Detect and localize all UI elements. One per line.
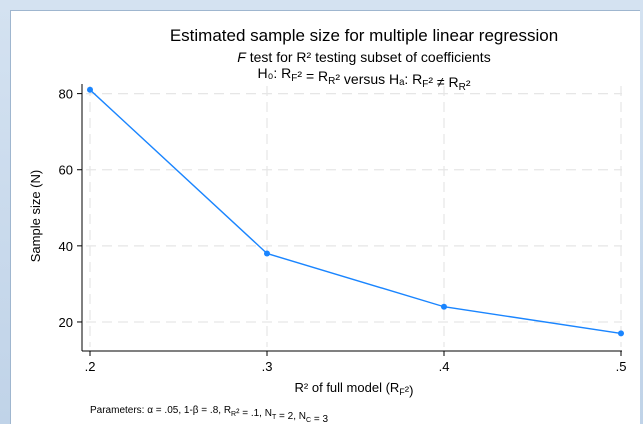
series-line	[89, 89, 622, 335]
chart-title: Estimated sample size for multiple linea…	[170, 26, 558, 45]
x-tick-label: .4	[439, 359, 450, 374]
plot-area: 20 40 60 80 .2 .3 .4 .5	[59, 84, 627, 374]
y-tick-label: 60	[59, 163, 73, 178]
x-axis-label: R² of full model (RF²)	[295, 380, 414, 398]
x-tick-label: .3	[262, 359, 273, 374]
x-tick-label: .5	[616, 359, 627, 374]
y-tick-label: 80	[59, 87, 73, 102]
y-tick-label: 20	[59, 315, 73, 330]
y-axis-label: Sample size (N)	[28, 170, 43, 262]
subtitle-1-italic: F	[237, 49, 247, 65]
chart-subtitle-1: F test for R² testing subset of coeffici…	[237, 49, 490, 65]
chart-note: Parameters: α = .05, 1-β = .8, RR² = .1,…	[90, 405, 328, 424]
data-point	[441, 303, 447, 310]
chart-subtitle-2: H₀: RF² = RR² versus Hₐ: RF² ≠ RR²	[257, 65, 470, 93]
data-point	[87, 86, 93, 93]
data-point	[618, 330, 624, 337]
subtitle-1-rest: test for R² testing subset of coefficien…	[246, 49, 491, 65]
data-point	[264, 250, 270, 257]
y-tick-label: 40	[59, 239, 73, 254]
graph-panel	[10, 10, 640, 424]
x-tick-label: .2	[85, 359, 96, 374]
